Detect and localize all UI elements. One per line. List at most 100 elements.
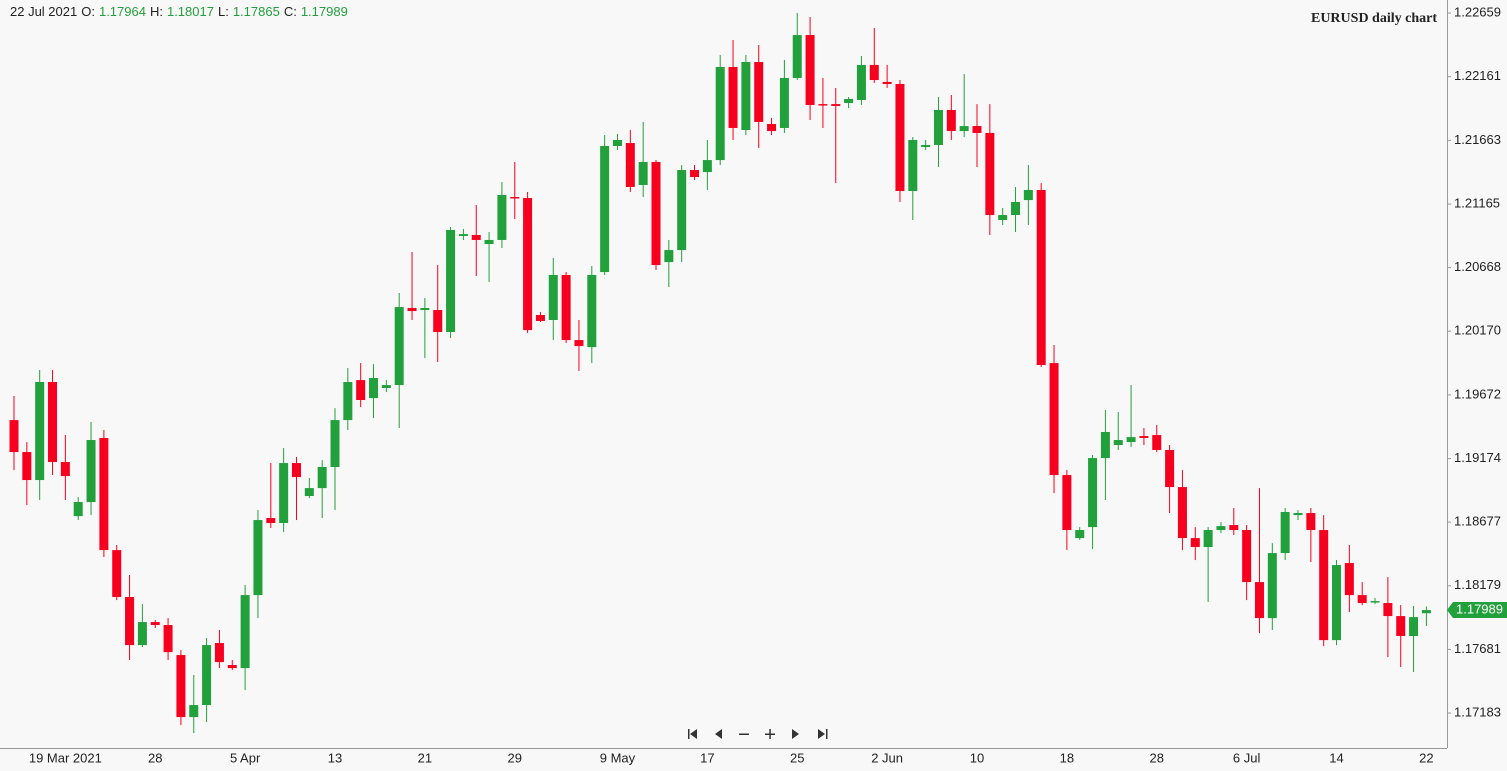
candle-body [1409, 617, 1419, 637]
x-tick-label: 18 [1060, 750, 1074, 765]
candle-body [1113, 440, 1123, 446]
candle-body [702, 160, 712, 173]
candle-body [818, 104, 828, 106]
candle-body [561, 274, 571, 341]
candle-body [317, 467, 327, 489]
x-tick-label: 5 Apr [230, 750, 261, 765]
candle-body [1062, 475, 1072, 531]
candle-body [921, 144, 931, 148]
candle-body [279, 463, 289, 523]
y-tick-label: 1.17183 [1454, 705, 1501, 720]
header-value: 1.17865 [233, 4, 280, 19]
candle-body [1075, 530, 1085, 539]
x-tick-label: 28 [148, 750, 162, 765]
candle-body [1152, 435, 1162, 451]
y-tick-label: 1.22161 [1454, 68, 1501, 83]
zoom-out-button[interactable] [739, 733, 749, 736]
candle-body [189, 705, 199, 718]
header-label: O: [81, 4, 95, 19]
x-tick-label: 6 Jul [1233, 750, 1261, 765]
candle-body [728, 66, 738, 128]
zoom-in-button[interactable] [765, 729, 775, 739]
candle-body [214, 643, 224, 663]
candle-body [625, 143, 635, 188]
candle-body [638, 161, 648, 185]
candle-body [972, 126, 982, 133]
x-tick-label: 29 [508, 750, 522, 765]
candle-body [1216, 526, 1226, 531]
candle-body [1306, 513, 1316, 531]
x-tick-label: 9 May [600, 750, 636, 765]
price-tag [1447, 602, 1507, 619]
candle-body [677, 170, 687, 251]
candle-body [1254, 582, 1264, 619]
x-tick-label: 2 Jun [871, 750, 903, 765]
navigation [688, 729, 828, 739]
candle-body [163, 625, 173, 653]
candle-body [1177, 487, 1187, 539]
candle-body [253, 520, 263, 596]
candle-body [125, 597, 135, 646]
y-tick-label: 1.20170 [1454, 323, 1501, 338]
candle-body [458, 234, 468, 236]
candle-body [664, 250, 674, 263]
candle-body [48, 381, 58, 463]
candle-body [1280, 512, 1290, 554]
y-tick-label: 1.22659 [1454, 4, 1501, 19]
candle-body [998, 215, 1008, 221]
candle-body [651, 161, 661, 266]
candle-body [86, 440, 96, 503]
candle-body [1190, 538, 1200, 548]
candle-body [1332, 565, 1342, 641]
y-tick-label: 1.21165 [1454, 195, 1500, 210]
candle-body [779, 77, 789, 128]
candle-body [715, 66, 725, 161]
nav-last-button[interactable] [818, 729, 828, 739]
y-tick-label: 1.18179 [1454, 577, 1501, 592]
x-tick-label: 17 [700, 750, 714, 765]
candle-body [369, 378, 379, 399]
candle-body [484, 239, 494, 245]
candle-body [741, 62, 751, 131]
candle-body [343, 381, 353, 421]
header-label: C: [284, 4, 297, 19]
y-tick-label: 1.17681 [1454, 641, 1501, 656]
candle-body [1011, 201, 1021, 216]
x-tick-label: 10 [970, 750, 984, 765]
candle-body [73, 502, 83, 517]
candle-body [767, 124, 777, 132]
candle-body [1036, 189, 1046, 365]
candle-body [535, 315, 545, 322]
candle-body [612, 139, 622, 146]
candle-body [227, 665, 237, 669]
candle-body [548, 274, 558, 320]
candle-body [420, 307, 430, 311]
candle-body [805, 35, 815, 105]
candle-body [1088, 458, 1098, 528]
candle-body [22, 452, 32, 481]
header-value: 1.18017 [167, 4, 214, 19]
candle-body [433, 310, 443, 333]
candle-body [690, 170, 700, 178]
candle-body [1396, 616, 1406, 637]
nav-first-button[interactable] [688, 729, 697, 739]
candle-body [497, 194, 507, 240]
candle-body [381, 385, 391, 388]
candle-body [266, 518, 276, 523]
x-tick-label: 25 [790, 750, 804, 765]
x-tick-label: 22 [1419, 750, 1433, 765]
nav-forward-button[interactable] [792, 729, 799, 739]
candle-body [856, 64, 866, 100]
candle-body [831, 104, 841, 106]
candle-body [446, 229, 456, 333]
header-date: 22 Jul 2021 [10, 4, 77, 19]
candle-body [1165, 450, 1175, 488]
candle-body [844, 98, 854, 104]
candle-body [112, 550, 122, 598]
candle-body [1370, 601, 1380, 603]
y-tick-label: 1.18677 [1454, 514, 1501, 529]
nav-back-button[interactable] [715, 729, 722, 739]
candle-body [959, 126, 969, 132]
